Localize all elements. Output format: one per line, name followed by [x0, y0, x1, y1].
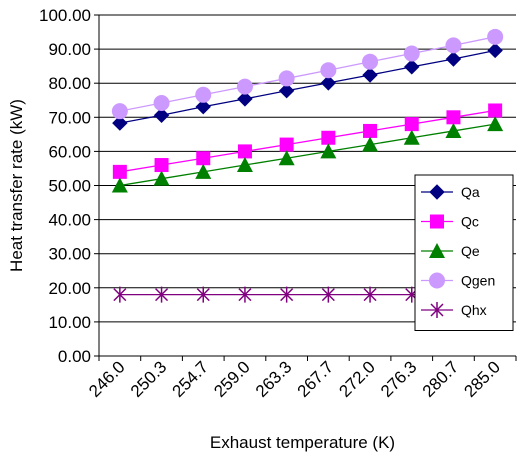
legend-label: Qhx: [461, 302, 487, 318]
data-point-qgen: [320, 62, 337, 79]
x-tick-label: 254.7: [169, 357, 213, 401]
data-point-qc: [488, 103, 503, 118]
data-point-qc: [446, 110, 461, 125]
x-tick-label: 263.3: [252, 357, 296, 401]
data-point-qe: [320, 143, 337, 159]
x-tick-label: 267.7: [294, 357, 338, 401]
data-point-qa: [445, 51, 462, 67]
data-point-qa: [362, 67, 378, 83]
data-point-qgen: [195, 86, 212, 103]
legend-item-qc: Qc: [421, 214, 479, 230]
legend-item-qe: Qe: [421, 243, 480, 259]
data-point-qhx: [363, 286, 377, 303]
y-axis-title: Heat transfer rate (kW): [7, 99, 26, 272]
data-point-qhx: [155, 286, 169, 303]
data-point-qe: [362, 136, 379, 152]
data-point-qc: [321, 130, 336, 145]
y-tick-label: 80.00: [48, 74, 91, 93]
x-tick-label: 250.3: [127, 357, 171, 401]
y-tick-label: 70.00: [48, 108, 91, 127]
y-tick-label: 10.00: [48, 313, 91, 332]
data-point-qhx: [113, 286, 127, 303]
legend-item-qgen: Qgen: [421, 272, 495, 289]
series-qc: [112, 103, 503, 179]
gridlines: [99, 14, 516, 323]
series-qa: [112, 42, 503, 131]
data-point-qa: [112, 115, 128, 131]
x-tick-label: 246.0: [85, 357, 129, 401]
x-tick-label: 280.7: [419, 357, 463, 401]
data-point-qe: [403, 129, 420, 145]
data-point-qhx: [238, 286, 252, 303]
x-tick-label: 259.0: [210, 357, 254, 401]
legend-item-qa: Qa: [421, 184, 480, 200]
data-point-qc: [196, 151, 211, 166]
y-tick-label: 50.00: [48, 177, 91, 196]
x-tick-label: 272.0: [335, 357, 379, 401]
data-point-qc: [404, 117, 419, 132]
data-point-qc: [237, 144, 252, 159]
y-tick-label: 60.00: [48, 142, 91, 161]
data-point-qgen: [487, 28, 504, 45]
data-point-qgen: [153, 94, 170, 111]
y-tick-label: 30.00: [48, 245, 91, 264]
data-point-qe: [195, 163, 212, 179]
data-point-qe: [278, 150, 295, 166]
data-point-qa: [237, 91, 253, 107]
data-point-qc: [112, 164, 127, 179]
legend-label: Qe: [461, 243, 480, 259]
data-point-qgen: [362, 53, 379, 70]
y-tick-label: 100.00: [39, 6, 91, 25]
series-qe: [111, 116, 504, 193]
x-tick-label: 276.3: [377, 357, 421, 401]
data-point-qa: [195, 99, 211, 115]
legend-marker: [429, 243, 445, 258]
series-qgen: [111, 28, 504, 120]
legend-marker: [429, 272, 445, 289]
data-point-qa: [320, 75, 337, 91]
y-tick-label: 0.00: [58, 347, 91, 366]
legend: Qa Qc Qe Qgen Qhx: [414, 174, 514, 331]
data-point-qhx: [321, 286, 335, 303]
y-tick-label: 90.00: [48, 40, 91, 59]
data-point-qc: [279, 137, 294, 152]
data-point-qe: [236, 157, 253, 173]
data-point-qgen: [403, 45, 420, 62]
x-tick-label: 285.0: [460, 357, 504, 401]
axes: [94, 14, 517, 361]
legend-marker: [430, 302, 444, 318]
y-tick-label: 20.00: [48, 279, 91, 298]
legend-label: Qc: [461, 214, 479, 230]
data-point-qgen: [236, 78, 253, 95]
data-point-qhx: [196, 286, 210, 303]
data-point-qe: [445, 122, 462, 138]
series-line-qe: [119, 123, 496, 187]
legend-label: Qgen: [461, 273, 495, 289]
data-point-qc: [154, 158, 169, 173]
data-point-qa: [153, 107, 170, 123]
series-line-qa: [119, 49, 496, 124]
data-point-qgen: [111, 103, 128, 120]
data-point-qe: [153, 170, 170, 186]
data-point-qe: [487, 116, 504, 132]
data-point-qgen: [278, 70, 295, 87]
legend-marker: [429, 184, 445, 200]
x-axis-title: Exhaust temperature (K): [210, 433, 395, 452]
legend-label: Qa: [461, 184, 480, 200]
legend-item-qhx: Qhx: [421, 302, 487, 318]
series-line-qc: [119, 109, 496, 173]
data-point-qhx: [280, 286, 294, 303]
data-point-qgen: [445, 37, 462, 54]
data-point-qe: [111, 177, 128, 193]
series-line-qgen: [119, 36, 496, 112]
y-tick-label: 40.00: [48, 211, 91, 230]
data-point-qa: [278, 82, 295, 99]
legend-marker: [430, 214, 444, 229]
data-point-qc: [363, 123, 378, 138]
data-point-qa: [487, 42, 503, 59]
data-point-qa: [404, 59, 420, 75]
